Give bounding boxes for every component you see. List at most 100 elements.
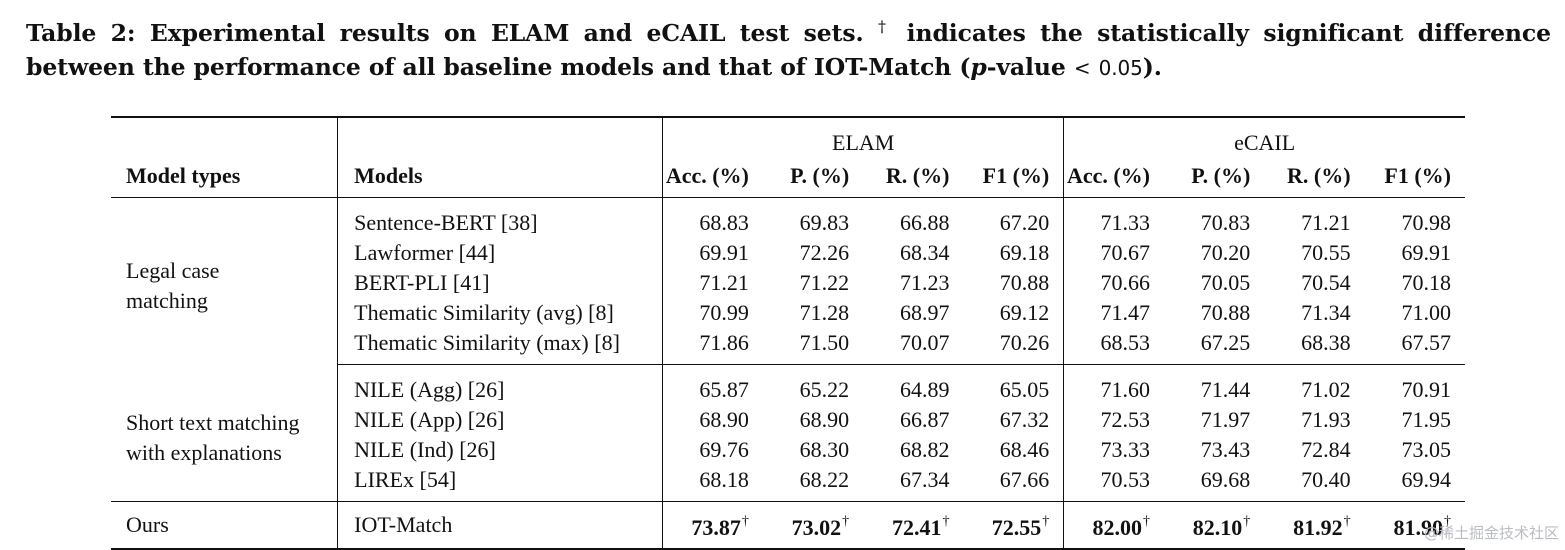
- metric-value-bold: 72.55: [991, 515, 1042, 540]
- metric-value: 71.02: [1301, 377, 1351, 402]
- metric-value: 67.66: [963, 465, 1065, 502]
- significance-dagger: †: [741, 514, 749, 529]
- model-type-label: Legal case: [126, 258, 220, 284]
- header-elam-acc: Acc. (%): [662, 160, 763, 198]
- model-name: NILE (Agg) [26]: [337, 364, 664, 405]
- caption-pvalue: 0.05: [1098, 56, 1143, 80]
- caption-pvalue-label: -value: [986, 53, 1066, 81]
- header-models: Models: [337, 160, 664, 198]
- significance-dagger: †: [1042, 514, 1050, 529]
- significance-dagger: †: [1243, 514, 1251, 529]
- metric-value-ours: 82.00†: [1063, 501, 1165, 550]
- metric-value: 69.12: [963, 298, 1065, 328]
- table-row: Thematic Similarity (max) [8] 71.86 71.50 7…: [111, 328, 1465, 365]
- metric-value: 71.22: [799, 270, 850, 295]
- metric-value: 71.21: [699, 270, 749, 295]
- metric-value: 70.40: [1264, 465, 1365, 502]
- metric-value: 70.26: [963, 328, 1065, 365]
- header-ecail-p: P. (%): [1164, 160, 1265, 198]
- model-name: Lawformer [44]: [337, 238, 664, 268]
- model-type-ours: Ours: [111, 501, 339, 550]
- metric-value-ours: 72.41†: [863, 501, 964, 550]
- watermark: @稀土掘金技术社区: [1423, 524, 1559, 542]
- model-type-cell: Short text matching with explanations: [111, 364, 339, 502]
- metric-value-ours: 73.02†: [762, 501, 864, 550]
- table-row: LIREx [54] 68.18 68.22 67.34 67.66 70.53 69.68…: [111, 465, 1465, 502]
- metric-value-bold: 72.41: [891, 515, 942, 540]
- metric-value: 67.34: [863, 465, 964, 502]
- metric-value: 68.30: [799, 437, 850, 462]
- ours-row: Ours IOT-Match 73.87† 73.02† 72.41† 72.55† 82.…: [111, 501, 1465, 550]
- metric-value: 67.32: [963, 405, 1065, 435]
- metric-value: 71.23: [899, 270, 950, 295]
- results-table: ELAM eCAIL Model types Models Acc. (%) P…: [111, 116, 1465, 550]
- metric-value-bold: 81.92: [1293, 515, 1343, 540]
- model-name: BERT-PLI [41]: [337, 268, 664, 298]
- results-table-wrapper: ELAM eCAIL Model types Models Acc. (%) P…: [111, 116, 1465, 550]
- header-model-types: Model types: [111, 160, 339, 198]
- metric-value: 70.05: [1200, 270, 1251, 295]
- metric-value-ours: 81.92†: [1264, 501, 1365, 550]
- model-type-label: Short text matching: [126, 409, 300, 435]
- metric-value: 68.22: [762, 465, 864, 502]
- metric-value-bold: 82.00: [1092, 515, 1143, 540]
- metric-value: 68.90: [799, 407, 850, 432]
- metric-value: 71.33: [1100, 210, 1151, 235]
- metric-value: 67.57: [1364, 328, 1465, 365]
- metric-value: 69.91: [699, 240, 749, 265]
- metric-value: 68.82: [899, 437, 950, 462]
- metric-value: 65.22: [799, 377, 850, 402]
- metric-value: 72.84: [1301, 437, 1351, 462]
- model-type-label: with explanations: [126, 439, 282, 465]
- metric-value-ours: 72.55†: [963, 501, 1065, 550]
- significance-dagger: †: [842, 514, 850, 529]
- header-elam-f1: F1 (%): [963, 160, 1065, 198]
- metric-value: 68.90: [699, 407, 749, 432]
- metric-value: 65.05: [963, 364, 1065, 405]
- metric-value: 70.66: [1100, 270, 1151, 295]
- metric-value: 68.97: [899, 300, 950, 325]
- metric-value: 71.93: [1301, 407, 1351, 432]
- header-ecail-acc: Acc. (%): [1063, 160, 1165, 198]
- metric-value: 68.46: [963, 435, 1065, 465]
- metric-value: 67.20: [963, 197, 1065, 238]
- group-header-row: ELAM eCAIL: [111, 118, 1465, 160]
- metric-value: 68.34: [899, 240, 950, 265]
- metric-value: 70.18: [1401, 270, 1452, 295]
- header-ecail-r: R. (%): [1264, 160, 1365, 198]
- caption-middle: indicates the statistically significant …: [26, 19, 1551, 81]
- metric-value: 70.83: [1200, 210, 1251, 235]
- caption-dagger: †: [878, 17, 893, 36]
- table-caption: Table 2: Experimental results on ELAM an…: [26, 10, 1551, 85]
- metric-value: 71.50: [762, 328, 864, 365]
- caption-less-than: <: [1073, 56, 1091, 80]
- model-name: Thematic Similarity (avg) [8]: [337, 298, 664, 328]
- column-header-row: Model types Models Acc. (%) P. (%) R. (%…: [111, 160, 1465, 198]
- group-ecail: eCAIL: [1234, 130, 1296, 155]
- metric-value: 67.25: [1164, 328, 1265, 365]
- metric-value: 64.89: [899, 377, 950, 402]
- metric-value: 69.18: [963, 238, 1065, 268]
- model-name-ours: IOT-Match: [337, 501, 664, 550]
- metric-value: 71.60: [1100, 377, 1151, 402]
- metric-value: 66.88: [899, 210, 950, 235]
- metric-value: 71.00: [1401, 300, 1452, 325]
- model-name: Thematic Similarity (max) [8]: [337, 328, 664, 365]
- metric-value: 69.76: [699, 437, 749, 462]
- header-elam-r: R. (%): [863, 160, 964, 198]
- metric-value: 71.47: [1100, 300, 1151, 325]
- metric-value: 69.68: [1164, 465, 1265, 502]
- metric-value: 70.91: [1401, 377, 1452, 402]
- metric-value: 70.53: [1063, 465, 1165, 502]
- metric-value-ours: 73.87†: [662, 501, 763, 550]
- table-row: NILE (Ind) [26] 69.76 68.30 68.82 68.46 73.33…: [111, 435, 1465, 465]
- header-ecail-f1: F1 (%): [1364, 160, 1465, 198]
- metric-value: 70.88: [1200, 300, 1251, 325]
- caption-p: p: [970, 53, 987, 81]
- caption-prefix: Table 2: Experimental results on ELAM an…: [26, 19, 864, 47]
- metric-value: 72.53: [1100, 407, 1151, 432]
- metric-value: 70.99: [699, 300, 749, 325]
- metric-value: 68.83: [699, 210, 749, 235]
- metric-value: 71.34: [1301, 300, 1351, 325]
- metric-value: 71.21: [1301, 210, 1351, 235]
